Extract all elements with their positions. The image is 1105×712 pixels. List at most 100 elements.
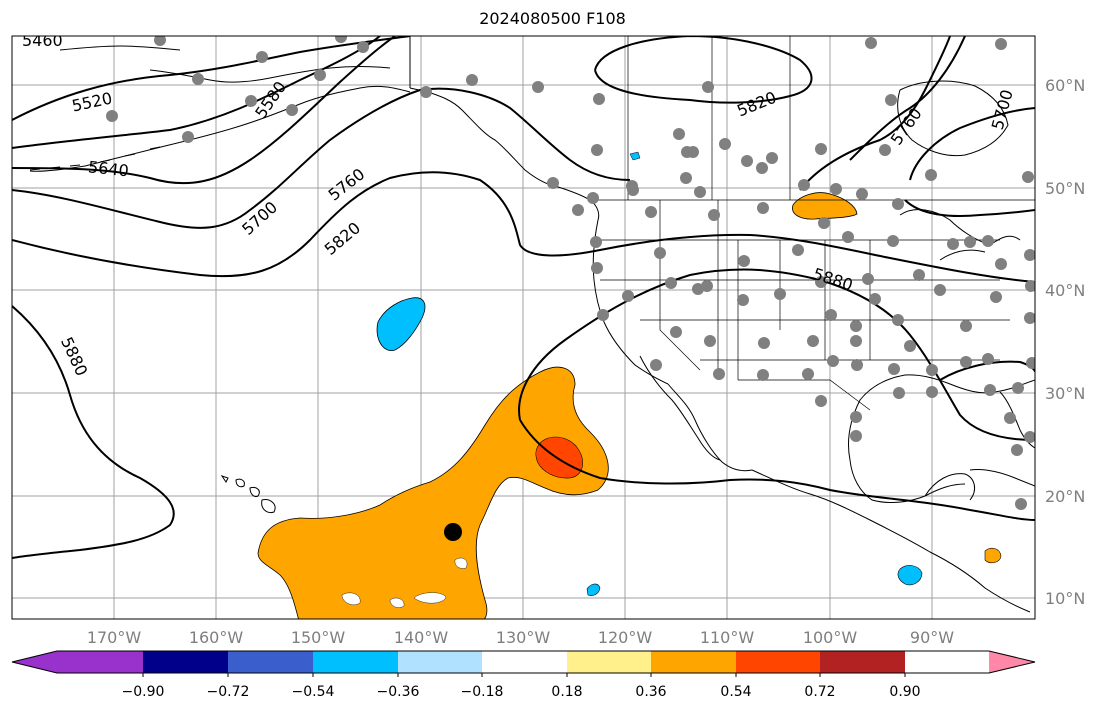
longitude-label: 100°W bbox=[803, 628, 858, 647]
station-marker bbox=[892, 314, 904, 326]
station-marker bbox=[622, 290, 634, 302]
station-marker bbox=[850, 430, 862, 442]
station-marker bbox=[1024, 431, 1035, 443]
station-marker bbox=[256, 51, 268, 63]
map-title: 2024080500 F108 bbox=[479, 9, 626, 28]
longitude-label: 170°W bbox=[87, 628, 142, 647]
station-marker bbox=[708, 209, 720, 221]
station-marker bbox=[1025, 280, 1035, 292]
station-marker bbox=[887, 235, 899, 247]
station-marker bbox=[879, 144, 891, 156]
longitude-label: 160°W bbox=[189, 628, 244, 647]
longitude-label: 130°W bbox=[496, 628, 551, 647]
station-marker bbox=[1011, 444, 1023, 456]
longitude-label: 120°W bbox=[598, 628, 653, 647]
colorbar-tick-label: −0.90 bbox=[122, 684, 165, 700]
station-marker bbox=[466, 74, 478, 86]
positive-anomaly-region-dakota bbox=[792, 192, 858, 220]
anomaly-shading bbox=[257, 151, 1002, 619]
station-marker bbox=[1022, 171, 1034, 183]
negative-anomaly-region-pacific bbox=[376, 297, 426, 351]
height-contours bbox=[12, 36, 1035, 559]
station-marker bbox=[547, 177, 559, 189]
station-marker bbox=[593, 93, 605, 105]
colorbar-tick-label: 0.54 bbox=[720, 684, 751, 700]
station-marker bbox=[995, 38, 1007, 50]
station-marker bbox=[572, 204, 584, 216]
station-marker bbox=[597, 309, 609, 321]
colorbar-segment bbox=[820, 651, 905, 673]
station-marker bbox=[964, 236, 976, 248]
station-marker bbox=[1026, 357, 1035, 369]
map-frame bbox=[11, 35, 1036, 620]
station-marker bbox=[701, 280, 713, 292]
colorbar: −0.90 −0.72 −0.54 −0.36 −0.18 0.18 0.36 0.54 0.7… bbox=[11, 650, 1036, 700]
colorbar-tick-label: 0.36 bbox=[635, 684, 666, 700]
station-marker bbox=[766, 152, 778, 164]
longitude-label: 150°W bbox=[291, 628, 346, 647]
station-marker bbox=[532, 81, 544, 93]
station-marker bbox=[245, 95, 257, 107]
station-marker bbox=[856, 188, 868, 200]
station-marker bbox=[680, 172, 692, 184]
colorbar-segment bbox=[143, 651, 228, 673]
station-marker bbox=[704, 335, 716, 347]
station-marker bbox=[934, 284, 946, 296]
station-marker bbox=[888, 363, 900, 375]
station-marker bbox=[670, 326, 682, 338]
station-marker bbox=[990, 291, 1002, 303]
station-marker bbox=[885, 94, 897, 106]
station-marker bbox=[892, 198, 904, 210]
station-marker bbox=[154, 36, 166, 46]
station-marker bbox=[591, 144, 603, 156]
positive-anomaly-region-honduras bbox=[984, 547, 1002, 564]
station-marker bbox=[106, 110, 118, 122]
contour-label: 5460 bbox=[22, 31, 63, 50]
station-marker bbox=[665, 277, 677, 289]
latitude-label: 30°N bbox=[1045, 384, 1085, 403]
latitude-labels: 60°N 50°N 40°N 30°N 20°N 10°N bbox=[1045, 76, 1085, 608]
station-marker bbox=[357, 41, 369, 53]
colorbar-tick-label: −0.54 bbox=[292, 684, 335, 700]
station-marker bbox=[673, 128, 685, 140]
station-marker bbox=[774, 288, 786, 300]
station-marker bbox=[802, 368, 814, 380]
station-marker bbox=[702, 81, 714, 93]
station-marker bbox=[830, 183, 842, 195]
station-marker bbox=[713, 368, 725, 380]
station-marker bbox=[984, 384, 996, 396]
station-marker bbox=[687, 146, 699, 158]
station-marker bbox=[1024, 312, 1035, 324]
station-marker bbox=[815, 143, 827, 155]
station-marker bbox=[738, 255, 750, 267]
station-marker bbox=[850, 411, 862, 423]
station-marker bbox=[862, 273, 874, 285]
latitude-label: 40°N bbox=[1045, 281, 1085, 300]
station-marker bbox=[314, 69, 326, 81]
observation-stations bbox=[106, 36, 1035, 510]
station-marker bbox=[851, 359, 863, 371]
colorbar-segment bbox=[736, 651, 820, 673]
station-marker bbox=[926, 364, 938, 376]
colorbar-tick-label: −0.72 bbox=[207, 684, 250, 700]
station-marker bbox=[815, 395, 827, 407]
station-marker bbox=[758, 337, 770, 349]
colorbar-tick-label: 0.72 bbox=[804, 684, 835, 700]
station-marker bbox=[982, 353, 994, 365]
station-marker bbox=[904, 340, 916, 352]
gridlines bbox=[12, 36, 1035, 619]
colorbar-tick-label: −0.18 bbox=[461, 684, 504, 700]
longitude-label: 90°W bbox=[910, 628, 954, 647]
positive-anomaly-region-core bbox=[535, 436, 583, 479]
station-marker bbox=[757, 202, 769, 214]
station-marker bbox=[694, 186, 706, 198]
station-marker bbox=[926, 386, 938, 398]
station-marker bbox=[1004, 412, 1016, 424]
station-marker bbox=[756, 162, 768, 174]
station-marker bbox=[960, 356, 972, 368]
longitude-labels: 170°W 160°W 150°W 140°W 130°W 120°W 110°W 100°W… bbox=[87, 628, 954, 647]
station-marker bbox=[1012, 382, 1024, 394]
station-marker bbox=[591, 262, 603, 274]
station-marker bbox=[719, 138, 731, 150]
station-marker bbox=[827, 355, 839, 367]
